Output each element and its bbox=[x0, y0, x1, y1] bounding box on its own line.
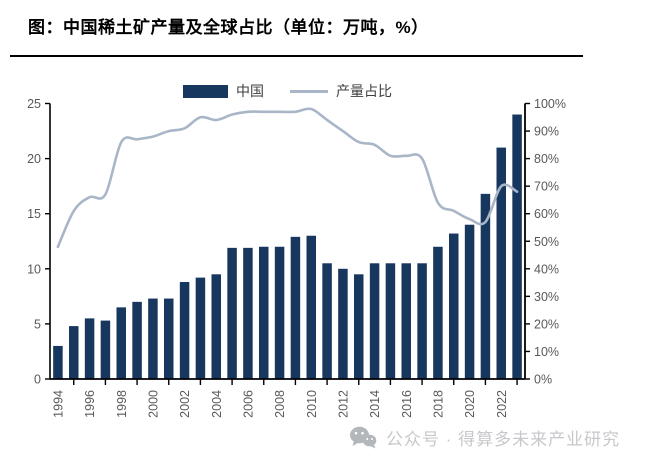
x-axis-tick-label: 2022 bbox=[495, 390, 509, 418]
bar-1996 bbox=[84, 318, 95, 379]
bar-2020 bbox=[464, 224, 475, 379]
bar-2018 bbox=[433, 246, 443, 379]
watermark-text: 公众号 · 得算多未来产业研究 bbox=[386, 430, 621, 449]
bar-2021 bbox=[480, 193, 491, 379]
bar-2017 bbox=[417, 263, 427, 379]
x-axis-tick-label: 2018 bbox=[431, 390, 445, 418]
right-axis-tick-label: 20% bbox=[534, 317, 559, 331]
bar-2008 bbox=[274, 246, 285, 379]
bar-2010 bbox=[306, 235, 316, 379]
left-axis-tick-label: 0 bbox=[34, 373, 41, 387]
x-axis-tick-label: 2004 bbox=[210, 390, 224, 418]
bar-1994 bbox=[53, 345, 63, 379]
legend-item-share: 产量占比 bbox=[290, 81, 392, 101]
bar-2009 bbox=[290, 236, 301, 379]
bar-2007 bbox=[259, 246, 269, 379]
bar-2016 bbox=[401, 263, 411, 379]
bar-2005 bbox=[227, 247, 237, 379]
bar-2019 bbox=[449, 233, 459, 379]
title-rule bbox=[10, 55, 583, 57]
left-axis-tick-label: 5 bbox=[34, 317, 41, 331]
right-axis-tick-label: 80% bbox=[534, 152, 559, 166]
line-swatch-icon bbox=[290, 89, 328, 93]
bar-2004 bbox=[211, 274, 221, 379]
bar-2011 bbox=[322, 263, 332, 379]
x-axis-tick-label: 2014 bbox=[368, 390, 382, 418]
wechat-icon bbox=[350, 426, 377, 449]
bar-2013 bbox=[354, 274, 364, 379]
bar-2022 bbox=[496, 147, 506, 379]
legend-item-china: 中国 bbox=[183, 81, 264, 101]
bar-2000 bbox=[148, 298, 158, 379]
legend-label-share: 产量占比 bbox=[336, 83, 392, 99]
legend-label-china: 中国 bbox=[236, 83, 264, 99]
right-axis-tick-label: 60% bbox=[534, 207, 559, 221]
right-axis-tick-label: 40% bbox=[534, 262, 559, 276]
bar-2006 bbox=[243, 247, 253, 379]
chart-legend: 中国 产量占比 bbox=[50, 83, 525, 99]
right-axis-tick-label: 0% bbox=[534, 373, 552, 387]
x-axis-tick-label: 2016 bbox=[400, 390, 414, 418]
x-axis-tick-label: 2006 bbox=[241, 390, 255, 418]
x-axis-tick-label: 1998 bbox=[115, 390, 129, 418]
left-axis-tick-label: 10 bbox=[27, 262, 41, 276]
bar-swatch-icon bbox=[183, 84, 228, 98]
bar-2003 bbox=[195, 277, 206, 379]
bar-1997 bbox=[100, 320, 111, 379]
watermark: 公众号 · 得算多未来产业研究 bbox=[349, 425, 620, 450]
x-axis-tick-label: 1994 bbox=[51, 390, 65, 418]
x-axis-tick-label: 2012 bbox=[336, 390, 350, 418]
right-axis-tick-label: 90% bbox=[534, 125, 559, 139]
left-axis-tick-label: 25 bbox=[27, 97, 41, 111]
right-axis-tick-label: 100% bbox=[534, 97, 566, 111]
x-axis-tick-label: 2000 bbox=[146, 390, 160, 418]
bar-1999 bbox=[132, 301, 142, 379]
right-axis-tick-label: 70% bbox=[534, 180, 559, 194]
right-axis-tick-label: 50% bbox=[534, 235, 559, 249]
right-axis-tick-label: 10% bbox=[534, 345, 559, 359]
bar-2001 bbox=[164, 298, 174, 379]
bar-2002 bbox=[179, 282, 190, 379]
bar-1995 bbox=[69, 326, 79, 379]
bar-2015 bbox=[385, 263, 396, 379]
x-axis-tick-label: 1996 bbox=[83, 390, 97, 418]
share-line bbox=[56, 107, 519, 249]
x-axis-tick-label: 2020 bbox=[463, 390, 477, 418]
bar-2012 bbox=[338, 268, 348, 379]
left-axis-tick-label: 15 bbox=[27, 207, 41, 221]
x-axis-tick-label: 2002 bbox=[178, 390, 192, 418]
bar-2014 bbox=[369, 263, 380, 379]
x-axis-tick-label: 2010 bbox=[305, 390, 319, 418]
chart-title: 图：中国稀土矿产量及全球占比（单位：万吨，%） bbox=[28, 18, 429, 37]
bar-2023 bbox=[512, 114, 522, 380]
right-axis-tick-label: 30% bbox=[534, 290, 559, 304]
bar-1998 bbox=[116, 307, 126, 379]
left-axis-tick-label: 20 bbox=[27, 152, 41, 166]
x-axis-tick-label: 2008 bbox=[273, 390, 287, 418]
